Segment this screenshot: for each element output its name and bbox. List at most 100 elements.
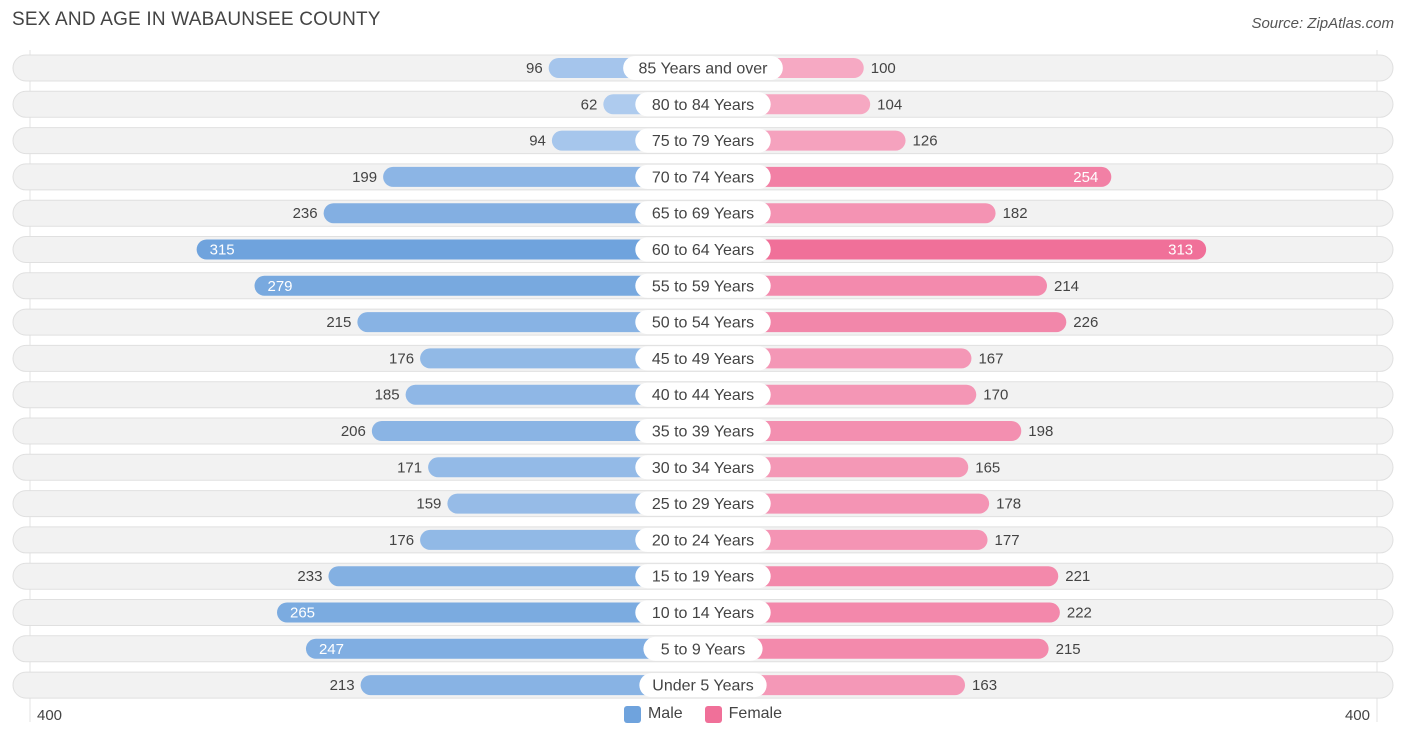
value-label-female: 126 <box>913 133 938 150</box>
bar-male <box>277 602 703 623</box>
value-label-male: 171 <box>397 459 422 476</box>
value-label-female: 170 <box>983 387 1008 404</box>
category-pill <box>639 673 767 698</box>
category-label: 40 to 44 Years <box>652 387 754 404</box>
bar-female <box>703 203 996 224</box>
axis-label-left: 400 <box>37 707 63 724</box>
value-label-male: 176 <box>389 350 414 367</box>
category-label: 25 to 29 Years <box>652 496 754 513</box>
value-label-male: 94 <box>529 133 546 150</box>
value-label-male: 206 <box>341 423 366 440</box>
bar-male <box>420 529 703 550</box>
category-label: Under 5 Years <box>652 678 753 695</box>
legend-item-female[interactable]: Female <box>704 705 783 723</box>
value-label-male: 176 <box>389 532 414 549</box>
value-label-female: 177 <box>995 532 1020 549</box>
value-label-male: 215 <box>326 314 351 331</box>
value-label-female: 313 <box>1168 242 1193 259</box>
bar-male <box>196 239 703 260</box>
category-label: 10 to 14 Years <box>652 605 754 622</box>
category-pill <box>635 128 771 153</box>
bar-male <box>357 312 703 333</box>
legend-label-female: Female <box>728 705 783 722</box>
category-label: 50 to 54 Years <box>652 315 754 332</box>
value-label-male: 213 <box>330 677 355 694</box>
category-label: 15 to 19 Years <box>652 569 754 586</box>
category-label: 20 to 24 Years <box>652 532 754 549</box>
category-pill <box>635 564 771 589</box>
category-pill <box>635 310 771 335</box>
category-label: 80 to 84 Years <box>652 97 754 114</box>
category-pill <box>635 455 771 480</box>
category-label: 85 Years and over <box>639 61 769 78</box>
female-swatch <box>704 705 722 723</box>
legend: Male Female <box>0 705 1406 723</box>
bar-male <box>405 384 703 405</box>
value-label-female: 254 <box>1073 169 1098 186</box>
bar-male <box>328 566 703 587</box>
value-label-female: 215 <box>1056 641 1081 658</box>
value-label-male: 185 <box>375 387 400 404</box>
category-pill <box>635 491 771 516</box>
bar-male <box>371 421 703 441</box>
value-label-male: 279 <box>268 278 293 295</box>
value-label-female: 167 <box>978 350 1003 367</box>
bar-female <box>703 602 1060 623</box>
category-pill <box>635 237 771 262</box>
category-label: 45 to 49 Years <box>652 351 754 368</box>
legend-label-male: Male <box>647 705 683 722</box>
category-label: 30 to 34 Years <box>652 460 754 477</box>
bar-female <box>703 638 1049 659</box>
bar-female <box>703 566 1059 587</box>
value-label-male: 62 <box>581 96 598 113</box>
male-swatch <box>623 705 641 723</box>
value-label-male: 233 <box>297 568 322 585</box>
bar-female <box>703 675 966 696</box>
category-pill <box>635 164 771 189</box>
chart-title: SEX AND AGE IN WABAUNSEE COUNTY <box>12 9 381 30</box>
category-pill <box>643 636 763 661</box>
bar-male <box>420 348 703 369</box>
value-label-female: 104 <box>877 96 902 113</box>
value-label-female: 100 <box>871 60 896 77</box>
value-label-male: 315 <box>210 242 235 259</box>
category-pill <box>635 527 771 552</box>
bar-male <box>254 275 703 296</box>
category-pill <box>635 92 771 117</box>
category-label: 5 to 9 Years <box>661 641 746 658</box>
category-pill <box>635 382 771 407</box>
bar-female <box>703 166 1112 187</box>
bar-male <box>383 166 703 187</box>
value-label-male: 199 <box>352 169 377 186</box>
bar-female <box>703 239 1207 260</box>
category-pill <box>635 346 771 371</box>
value-label-female: 178 <box>996 496 1021 513</box>
bar-female <box>703 348 972 369</box>
category-pill <box>623 56 783 80</box>
category-label: 60 to 64 Years <box>652 242 754 259</box>
bar-female <box>703 312 1067 333</box>
category-label: 55 to 59 Years <box>652 278 754 295</box>
category-label: 35 to 39 Years <box>652 424 754 441</box>
category-pill <box>635 600 771 625</box>
value-label-female: 165 <box>975 459 1000 476</box>
value-label-male: 96 <box>526 60 543 77</box>
value-label-female: 226 <box>1073 314 1098 331</box>
category-label: 65 to 69 Years <box>652 206 754 223</box>
category-label: 70 to 74 Years <box>652 169 754 186</box>
bar-female <box>703 275 1048 296</box>
bar-male <box>360 675 703 696</box>
value-label-female: 221 <box>1065 568 1090 585</box>
source-note: Source: ZipAtlas.com <box>1251 15 1394 32</box>
category-pill <box>635 201 771 226</box>
value-label-female: 214 <box>1054 278 1079 295</box>
axis-label-right: 400 <box>1344 707 1370 724</box>
value-label-male: 159 <box>416 496 441 513</box>
category-pill <box>635 419 771 443</box>
value-label-female: 222 <box>1067 605 1092 622</box>
legend-item-male[interactable]: Male <box>623 705 683 723</box>
category-pill <box>635 273 771 298</box>
value-label-female: 198 <box>1028 423 1053 440</box>
bar-female <box>703 384 977 405</box>
